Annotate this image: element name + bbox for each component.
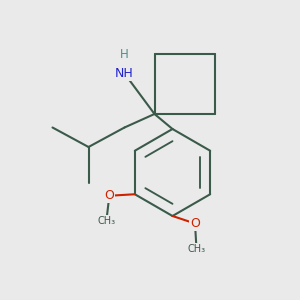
Text: CH₃: CH₃ bbox=[188, 244, 206, 254]
Text: O: O bbox=[104, 189, 114, 202]
Text: H: H bbox=[120, 47, 129, 61]
Text: O: O bbox=[190, 217, 200, 230]
Text: NH: NH bbox=[115, 67, 134, 80]
Text: CH₃: CH₃ bbox=[97, 216, 116, 226]
